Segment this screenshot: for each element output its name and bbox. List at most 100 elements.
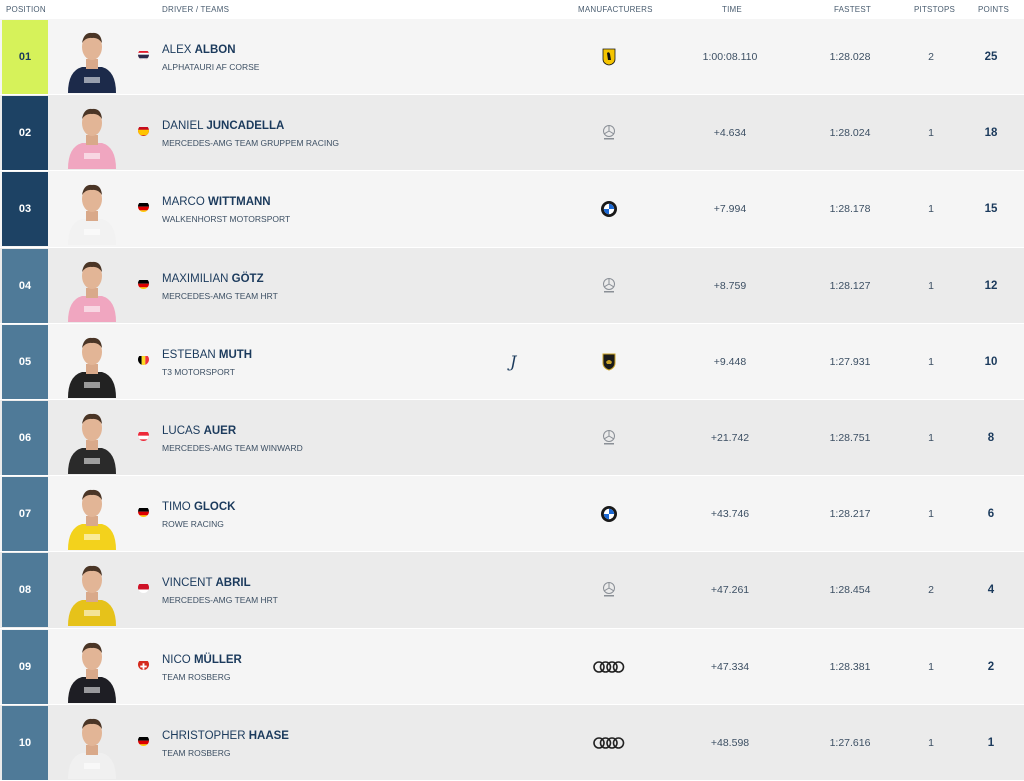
header-points: POINTS <box>978 5 1009 14</box>
pitstops-count: 1 <box>928 203 934 216</box>
race-time: +21.742 <box>710 431 750 444</box>
ferrari-logo <box>589 43 629 71</box>
driver-name[interactable]: ALEX ALBON <box>162 44 236 56</box>
position-badge: 10 <box>2 705 48 780</box>
belgium-flag <box>138 354 149 365</box>
pitstops-count: 1 <box>928 736 934 749</box>
table-row[interactable]: 09 NICO MÜLLER TEAM ROSBERG +47.334 1:28.381… <box>0 628 1024 705</box>
position-badge: 02 <box>2 96 48 171</box>
germany-flag <box>138 278 149 289</box>
driver-photo <box>60 177 124 246</box>
germany-flag <box>138 201 149 213</box>
table-row[interactable]: 05 ESTEBAN MUTH T3 MOTORSPORT J +9.448 1:27.9… <box>0 323 1024 401</box>
header-driver-teams: DRIVER / TEAMS <box>162 5 230 14</box>
driver-name[interactable]: MARCO WITTMANN <box>162 196 271 208</box>
points-value: 10 <box>984 355 998 368</box>
pitstops-count: 1 <box>928 508 934 521</box>
bmw-logo <box>589 500 629 528</box>
driver-last-name: ABRIL <box>215 577 251 590</box>
bmw-logo <box>589 195 629 223</box>
fastest-lap: 1:28.381 <box>829 660 871 673</box>
driver-name[interactable]: DANIEL JUNCADELLA <box>162 120 284 132</box>
fastest-lap: 1:28.178 <box>829 203 871 216</box>
table-row[interactable]: 03 MARCO WITTMANN WALKENHORST MOTORSPORT +7… <box>0 171 1024 248</box>
driver-name[interactable]: VINCENT ABRIL <box>162 577 251 589</box>
header-fastest: FASTEST <box>834 5 871 14</box>
table-row[interactable]: 04 MAXIMILIAN GÖTZ MERCEDES-AMG TEAM HRT +8… <box>0 247 1024 324</box>
team-name: MERCEDES-AMG TEAM GRUPPEM RACING <box>162 138 339 149</box>
race-time: 1:00:08.110 <box>702 51 758 63</box>
position-badge: 07 <box>2 477 48 552</box>
points-value: 15 <box>984 203 998 216</box>
driver-name[interactable]: NICO MÜLLER <box>162 654 242 666</box>
germany-flag <box>138 735 149 746</box>
driver-name[interactable]: LUCAS AUER <box>162 425 236 437</box>
race-time: +9.448 <box>713 355 747 368</box>
germany-flag <box>138 506 149 518</box>
fastest-lap: 1:28.024 <box>829 127 871 140</box>
driver-last-name: GÖTZ <box>231 272 264 285</box>
race-time: +4.634 <box>713 127 747 140</box>
position-badge: 03 <box>2 172 48 247</box>
driver-photo <box>60 101 124 170</box>
position-number: 09 <box>18 660 32 673</box>
fastest-lap: 1:28.751 <box>829 431 871 444</box>
driver-last-name: ALBON <box>194 44 236 56</box>
driver-first-name: DANIEL <box>162 120 204 133</box>
header-position: POSITION <box>6 5 46 14</box>
position-badge: 06 <box>2 400 48 475</box>
table-row[interactable]: 02 DANIEL JUNCADELLA MERCEDES-AMG TEAM GRU… <box>0 95 1024 172</box>
position-number: 06 <box>18 431 32 444</box>
driver-last-name: MUTH <box>218 348 253 361</box>
position-badge: 08 <box>2 553 48 628</box>
table-row[interactable]: 08 VINCENT ABRIL MERCEDES-AMG TEAM HRT +47.… <box>0 552 1024 629</box>
position-number: 07 <box>18 508 32 521</box>
driver-first-name: CHRISTOPHER <box>162 729 246 742</box>
race-time: +7.994 <box>713 203 747 216</box>
pitstops-count: 2 <box>928 51 934 63</box>
race-time: +8.759 <box>713 279 747 292</box>
mercedes-amg-logo <box>589 576 629 604</box>
lamborghini-logo <box>589 348 629 376</box>
driver-photo <box>60 558 124 627</box>
points-value: 8 <box>987 431 995 444</box>
driver-photo <box>60 25 124 93</box>
race-time: +47.334 <box>710 660 750 673</box>
table-row[interactable]: 10 CHRISTOPHER HAASE TEAM ROSBERG +48.598 1:… <box>0 704 1024 781</box>
driver-first-name: MARCO <box>162 196 205 209</box>
driver-last-name: AUER <box>203 424 237 437</box>
spain-flag <box>138 125 149 137</box>
driver-name[interactable]: TIMO GLOCK <box>162 501 235 513</box>
race-time: +47.261 <box>710 584 750 597</box>
header-time: TIME <box>722 5 742 14</box>
driver-last-name: GLOCK <box>193 501 236 514</box>
position-number: 01 <box>18 51 32 63</box>
team-name: WALKENHORST MOTORSPORT <box>162 214 291 225</box>
position-number: 05 <box>18 355 32 368</box>
points-value: 18 <box>984 127 998 140</box>
driver-photo <box>60 711 124 779</box>
driver-photo <box>60 482 124 551</box>
mercedes-amg-logo <box>589 119 629 147</box>
fastest-lap: 1:27.616 <box>829 736 871 749</box>
driver-name[interactable]: CHRISTOPHER HAASE <box>162 730 289 742</box>
driver-photo <box>60 330 124 398</box>
table-row[interactable]: 01 ALEX ALBON ALPHATAURI AF CORSE 1:00:08.1… <box>0 19 1024 96</box>
points-value: 12 <box>984 279 998 292</box>
driver-first-name: NICO <box>162 653 191 666</box>
driver-name[interactable]: MAXIMILIAN GÖTZ <box>162 273 264 285</box>
driver-first-name: VINCENT <box>162 577 213 590</box>
driver-last-name: JUNCADELLA <box>206 120 285 133</box>
position-number: 03 <box>18 203 32 216</box>
fastest-lap: 1:28.217 <box>829 508 871 521</box>
switzerland-flag <box>138 659 149 670</box>
position-number: 08 <box>18 584 32 597</box>
monaco-flag <box>138 582 149 594</box>
table-row[interactable]: 06 LUCAS AUER MERCEDES-AMG TEAM WINWARD +21… <box>0 399 1024 477</box>
driver-first-name: LUCAS <box>162 424 201 437</box>
team-name: MERCEDES-AMG TEAM HRT <box>162 290 278 301</box>
table-row[interactable]: 07 TIMO GLOCK ROWE RACING +43.746 1:28.217 1 6 <box>0 476 1024 553</box>
driver-name[interactable]: ESTEBAN MUTH <box>162 349 252 361</box>
team-name: ROWE RACING <box>162 519 224 530</box>
